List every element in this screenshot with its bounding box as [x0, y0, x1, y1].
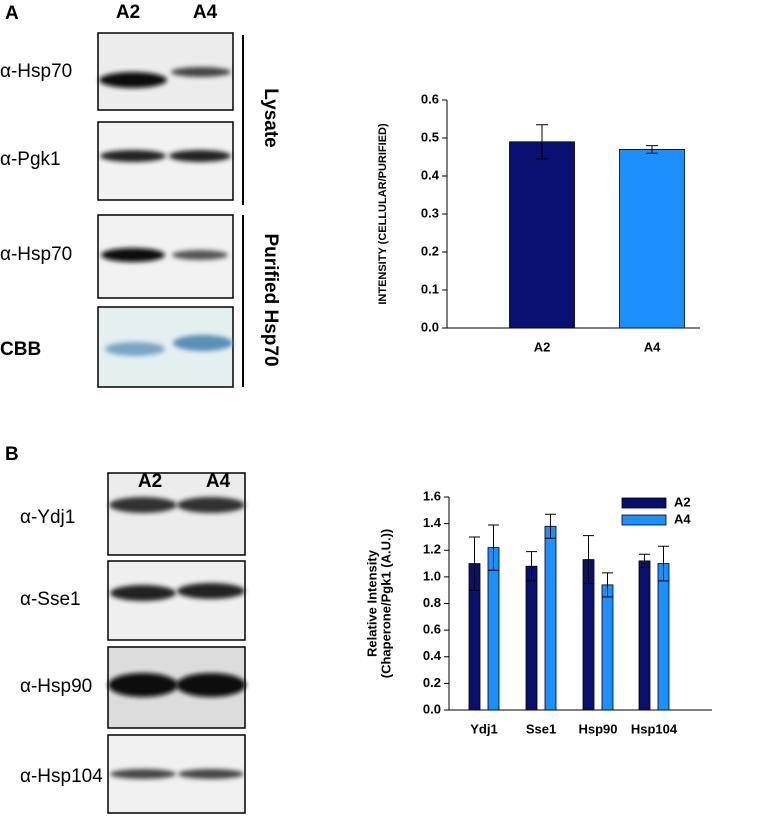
- y-tick-label: 0.0: [423, 701, 441, 716]
- lane-label: A2: [138, 471, 162, 492]
- y-tick-label: 0.8: [423, 595, 441, 610]
- blot-label: α-Pgk1: [0, 149, 61, 170]
- bar: [544, 525, 557, 711]
- lane-label: A2: [116, 2, 140, 23]
- y-axis-label: INTENSITY (CELLULAR/PURIFIED): [377, 123, 389, 305]
- y-axis-label: (Chaperone/Pgk1 (A.U.)): [378, 529, 393, 679]
- blot-a: [97, 32, 244, 388]
- bar: [525, 565, 538, 711]
- x-tick-label: A4: [644, 339, 661, 354]
- x-tick-label: Sse1: [526, 721, 556, 736]
- bar: [619, 148, 685, 329]
- error-bar: [469, 536, 480, 591]
- blot-label: α-Hsp104: [20, 766, 103, 787]
- y-tick-label: 0.3: [421, 205, 439, 220]
- error-bar: [536, 124, 548, 160]
- blot-label: α-Hsp70: [0, 61, 72, 82]
- legend-swatch: [621, 497, 667, 509]
- bar: [601, 584, 614, 711]
- blot-label: α-Sse1: [20, 589, 81, 610]
- y-tick-label: 0.2: [423, 675, 441, 690]
- bar: [509, 141, 575, 329]
- y-tick-label: 1.6: [423, 488, 441, 503]
- group-label: Purified Hsp70: [260, 233, 281, 366]
- panel-label: A: [5, 3, 19, 24]
- blot-label: α-Hsp70: [0, 244, 72, 265]
- y-tick-label: 0.6: [423, 622, 441, 637]
- y-tick-label: 0.2: [421, 243, 439, 258]
- bar: [638, 560, 651, 711]
- x-tick-label: Hsp90: [578, 721, 617, 736]
- error-bar: [583, 535, 594, 585]
- blot-label: CBB: [0, 339, 41, 360]
- legend-swatch: [621, 514, 667, 526]
- y-tick-label: 1.2: [423, 542, 441, 557]
- y-tick-label: 0.4: [421, 167, 440, 182]
- error-bar: [646, 145, 658, 154]
- blot-b: [107, 472, 246, 814]
- x-tick-label: Ydj1: [470, 721, 497, 736]
- y-tick-label: 0.5: [421, 129, 439, 144]
- panel-label: B: [5, 444, 19, 465]
- error-bar: [658, 545, 669, 582]
- blot-label: α-Ydj1: [20, 507, 75, 528]
- group-label: Lysate: [260, 88, 281, 148]
- legend-label: A2: [674, 494, 691, 509]
- error-bar: [545, 513, 556, 539]
- error-bar: [526, 551, 537, 582]
- legend-label: A4: [674, 511, 691, 526]
- y-tick-label: 0.6: [421, 91, 439, 106]
- error-bar: [602, 572, 613, 598]
- y-tick-label: 1.4: [423, 515, 442, 530]
- y-tick-label: 0.0: [421, 319, 439, 334]
- y-tick-label: 0.1: [421, 281, 439, 296]
- lane-label: A4: [206, 471, 231, 492]
- y-tick-label: 1.0: [423, 568, 441, 583]
- y-tick-label: 0.4: [423, 648, 442, 663]
- bar: [487, 547, 500, 711]
- bar: [657, 563, 670, 711]
- blot-label: α-Hsp90: [20, 676, 92, 697]
- y-axis-label: Relative Intensity: [364, 549, 379, 657]
- error-bar: [488, 524, 499, 571]
- x-tick-label: Hsp104: [631, 721, 678, 736]
- error-bar: [639, 553, 650, 569]
- x-tick-label: A2: [534, 339, 551, 354]
- lane-label: A4: [193, 2, 218, 23]
